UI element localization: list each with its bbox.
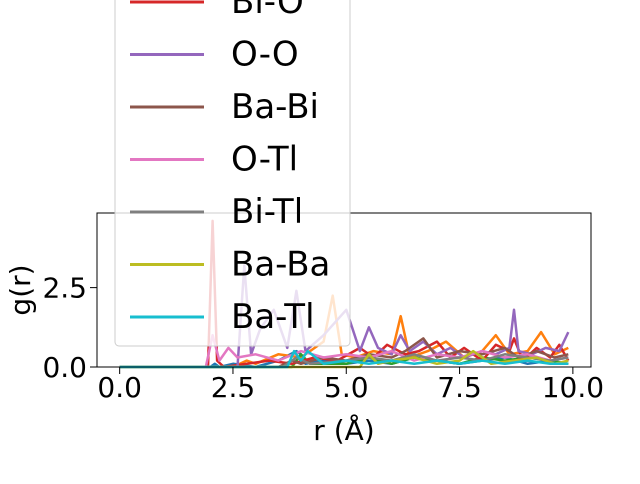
y-tick-label: 0.0: [42, 351, 87, 384]
legend-label: Bi-O: [231, 0, 304, 22]
series-line-ba-tl: [119, 349, 569, 369]
y-axis: 0.0 2.5: [42, 272, 97, 384]
x-tick-label: 2.5: [211, 371, 256, 404]
x-tick-label: 0.0: [97, 371, 142, 404]
x-axis-label: r (Å): [313, 413, 374, 447]
y-axis-label: g(r): [4, 264, 37, 315]
legend-label: Ba-Bi: [231, 87, 319, 127]
x-axis: 0.0 2.5 5.0 7.5 10.0: [97, 367, 604, 404]
legend-label: O-O: [231, 35, 299, 75]
legend-label: O-Tl: [231, 140, 298, 180]
legend-label: Bi-Tl: [231, 192, 303, 232]
legend-box: [114, 0, 351, 347]
legend-label: Ba-Tl: [231, 297, 315, 337]
legend-label: Ba-Ba: [231, 245, 330, 285]
x-tick-label: 10.0: [542, 371, 604, 404]
y-tick-label: 2.5: [42, 272, 87, 305]
legend: Bi-O O-O Ba-Bi O-Tl Bi-Tl Ba-Ba Ba-Tl: [114, 0, 351, 347]
series-layer: [119, 219, 570, 369]
x-tick-label: 5.0: [324, 371, 369, 404]
x-tick-label: 7.5: [437, 371, 482, 404]
